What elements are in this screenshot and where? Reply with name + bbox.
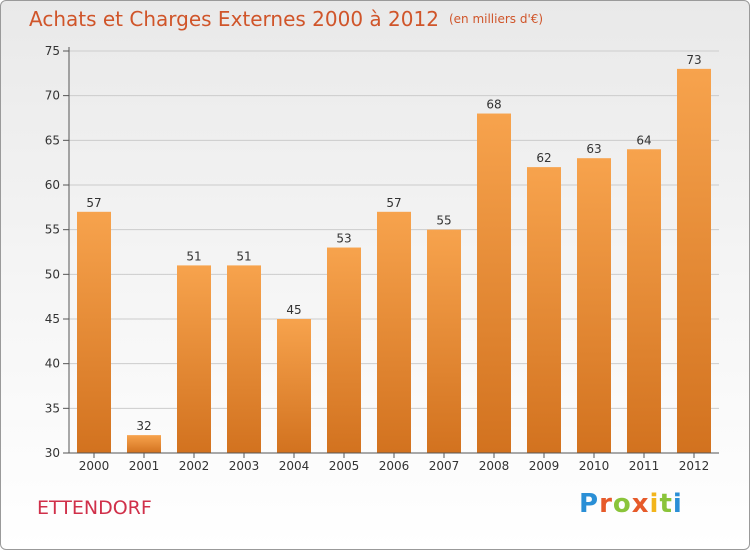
data-label: 57 <box>86 196 101 210</box>
bar <box>127 435 161 453</box>
data-label: 64 <box>636 133 651 147</box>
y-tick-label: 40 <box>45 357 60 371</box>
x-tick-label: 2012 <box>679 459 710 473</box>
chart-title-text: Achats et Charges Externes 2000 à 2012 <box>29 7 439 31</box>
bar <box>577 158 611 453</box>
labels: 30 35 40 45 50 55 60 65 70 75 57 2000 32 2001 51 2002 51… <box>45 44 710 473</box>
y-tick-label: 30 <box>45 446 60 460</box>
bar <box>277 319 311 453</box>
y-tick-label: 50 <box>45 267 60 281</box>
bar <box>477 113 511 454</box>
proxiti-logo[interactable]: Proxiti <box>579 489 683 519</box>
x-tick-label: 2005 <box>329 459 360 473</box>
bar <box>227 265 261 453</box>
data-label: 32 <box>136 419 151 433</box>
y-tick-label: 35 <box>45 401 60 415</box>
y-tick-label: 45 <box>45 312 60 326</box>
data-label: 51 <box>236 249 251 263</box>
data-label: 62 <box>536 151 551 165</box>
bar <box>527 167 561 453</box>
y-tick-label: 55 <box>45 223 60 237</box>
x-tick-label: 2000 <box>79 459 110 473</box>
x-tick-label: 2002 <box>179 459 210 473</box>
bar <box>77 211 111 453</box>
bar <box>177 265 211 453</box>
x-tick-label: 2007 <box>429 459 460 473</box>
bar <box>377 211 411 453</box>
x-tick-label: 2004 <box>279 459 310 473</box>
data-label: 68 <box>486 98 501 112</box>
data-label: 45 <box>286 303 301 317</box>
x-tick-label: 2001 <box>129 459 160 473</box>
data-label: 73 <box>686 53 701 67</box>
data-label: 51 <box>186 249 201 263</box>
bar <box>427 229 461 453</box>
data-label: 63 <box>586 142 601 156</box>
x-tick-label: 2011 <box>629 459 660 473</box>
bar <box>327 247 361 453</box>
bar <box>677 68 711 453</box>
axes <box>63 47 719 458</box>
x-tick-label: 2003 <box>229 459 260 473</box>
data-label: 57 <box>386 196 401 210</box>
data-label: 53 <box>336 232 351 246</box>
y-tick-label: 60 <box>45 178 60 192</box>
chart-unit: (en milliers d'€) <box>448 12 544 26</box>
x-tick-label: 2008 <box>479 459 510 473</box>
x-tick-label: 2009 <box>529 459 560 473</box>
chart-title: Achats et Charges Externes 2000 à 2012 (e… <box>29 7 543 31</box>
commune-name: ETTENDORF <box>37 497 152 519</box>
x-tick-label: 2006 <box>379 459 410 473</box>
x-tick-label: 2010 <box>579 459 610 473</box>
bars <box>77 68 711 454</box>
y-tick-label: 65 <box>45 133 60 147</box>
y-tick-label: 70 <box>45 89 60 103</box>
y-tick-label: 75 <box>45 44 60 58</box>
bar <box>627 149 661 453</box>
data-label: 55 <box>436 214 451 228</box>
